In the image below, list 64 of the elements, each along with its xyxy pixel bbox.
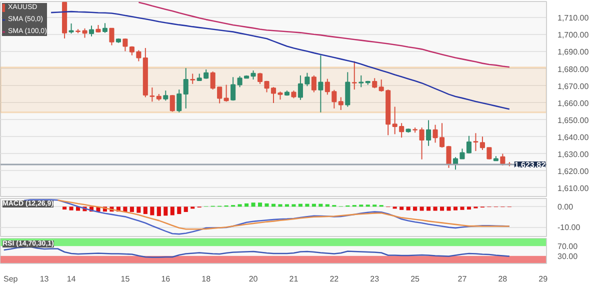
candlestick	[318, 54, 324, 113]
line-series	[50, 10, 510, 110]
candlestick	[136, 50, 142, 62]
candlestick	[163, 90, 168, 102]
candlestick	[399, 122, 404, 138]
candlestick	[190, 73, 196, 84]
candlestick	[150, 87, 155, 102]
candlestick	[432, 124, 438, 144]
candlestick	[358, 74, 364, 88]
candlestick	[176, 89, 182, 113]
x-tick-label: 20	[248, 274, 258, 284]
candlestick	[345, 72, 350, 108]
candlestick	[224, 84, 229, 102]
candlestick	[378, 79, 384, 92]
candlestick	[311, 74, 316, 93]
candlestick	[250, 70, 256, 80]
y-tick-label: 1,690.00	[558, 48, 590, 57]
y-tick-label: -10.00	[558, 223, 581, 232]
ref-line-label: 1,623.82	[514, 160, 546, 170]
candlestick	[352, 60, 357, 90]
candlestick	[473, 132, 478, 152]
y-tick-label: 1,710.00	[558, 14, 590, 23]
x-tick-label: 28	[498, 274, 508, 284]
x-tick-label: 29	[538, 274, 548, 284]
y-tick-label: 1,620.00	[558, 166, 590, 176]
x-tick-label: 13	[40, 274, 50, 284]
candlestick	[183, 68, 188, 109]
y-tick-label: 1,670.00	[558, 82, 590, 91]
x-tick-label: Sep	[3, 274, 18, 284]
line-series	[3, 246, 510, 258]
x-tick-label: 14	[66, 274, 76, 284]
candlestick	[109, 28, 114, 46]
y-tick-label: 30.00	[558, 252, 578, 261]
candlestick	[88, 25, 94, 37]
x-tick-label: 27	[458, 274, 468, 284]
candlestick	[500, 153, 506, 166]
x-tick-label: 18	[202, 274, 212, 284]
candlestick	[392, 106, 398, 135]
candlestick	[102, 22, 108, 34]
candlestick	[68, 22, 74, 34]
x-tick-label: 21	[289, 274, 299, 284]
candlestick	[426, 120, 432, 146]
y-tick-label: 1,610.00	[558, 184, 590, 193]
y-tick-label: 1,700.00	[558, 30, 590, 40]
candlestick	[170, 94, 175, 112]
y-tick-label: 1,660.00	[558, 98, 590, 108]
candlestick	[122, 38, 128, 52]
x-tick-label: 23	[370, 274, 380, 284]
y-tick-label: 1,680.00	[558, 64, 590, 74]
x-tick-label: 16	[161, 274, 171, 284]
line-series	[138, 2, 510, 68]
x-tick-label: 15	[120, 274, 130, 284]
y-tick-label: 1,630.00	[558, 150, 590, 159]
candlestick	[230, 76, 236, 102]
x-tick-label: 25	[410, 274, 420, 284]
y-tick-label: 0.00	[558, 202, 574, 212]
y-tick-label: 1,640.00	[558, 132, 590, 142]
y-tick-label: 70.00	[558, 242, 578, 251]
candlestick	[372, 78, 378, 89]
candlestick	[338, 96, 344, 110]
y-tick-label: 1,650.00	[558, 116, 590, 125]
x-tick-label: 22	[330, 274, 340, 284]
candlestick	[419, 127, 424, 160]
line-series	[57, 199, 510, 230]
